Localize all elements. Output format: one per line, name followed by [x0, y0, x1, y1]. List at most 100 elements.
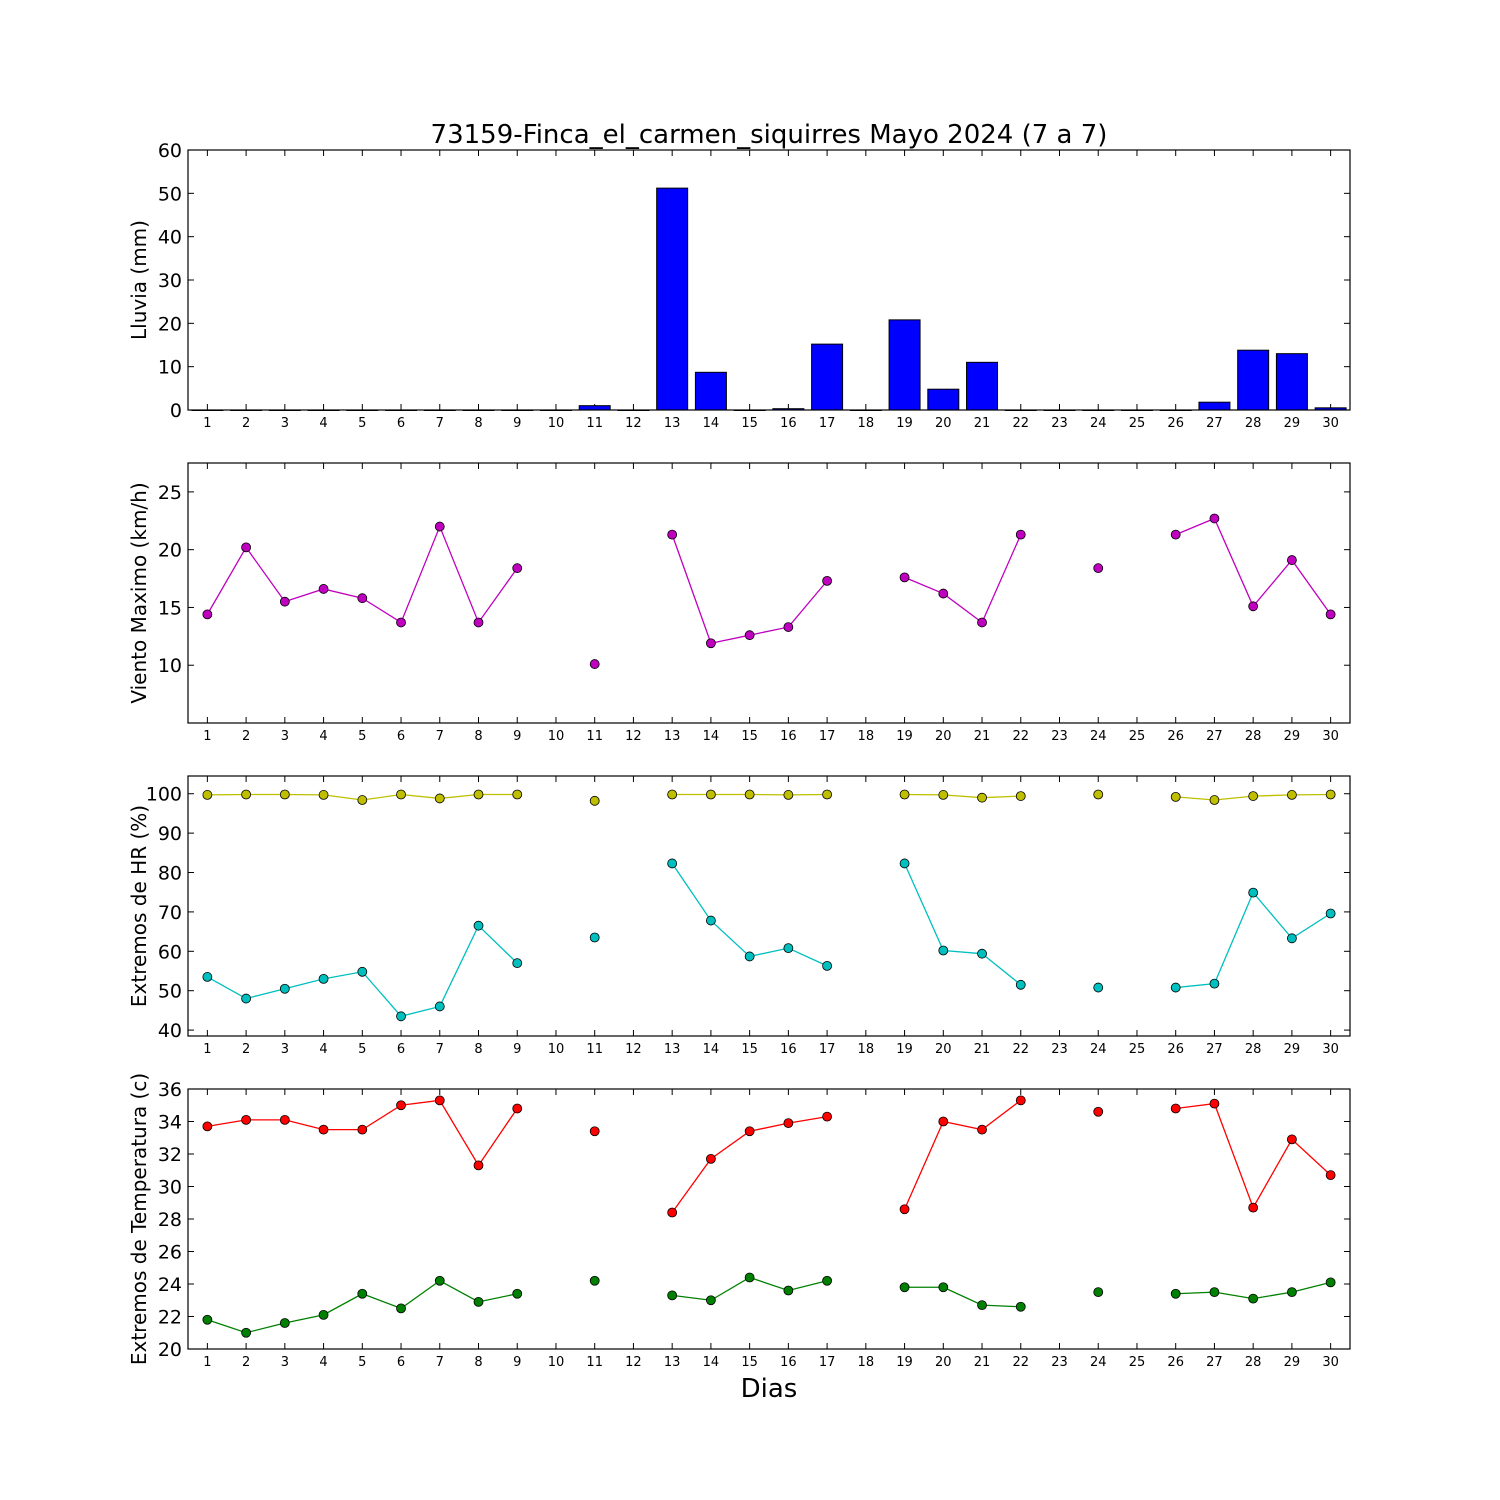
- ytick-label: 30: [158, 270, 182, 292]
- data-point-hr-0: [1093, 789, 1104, 800]
- xtick-label: 25: [1129, 729, 1146, 744]
- panel-frame: [187, 149, 1351, 411]
- xtick-label: 27: [1206, 1355, 1223, 1370]
- data-point-hr-0: [1287, 790, 1297, 800]
- data-point-temperatura-1: [706, 1295, 716, 1306]
- xtick-label: 23: [1051, 729, 1068, 744]
- data-point-hr-0: [396, 789, 406, 800]
- data-point-hr-0: [1325, 789, 1336, 800]
- data-point-viento-0: [744, 630, 755, 641]
- data-point-viento-0: [706, 638, 716, 649]
- ytick-label: 32: [158, 1144, 182, 1166]
- ytick-label: 20: [158, 1339, 182, 1361]
- xtick-label: 5: [358, 1042, 366, 1057]
- data-point-hr-1: [783, 943, 794, 954]
- data-point-hr-0: [1248, 791, 1259, 801]
- xtick-label: 20: [935, 1355, 952, 1370]
- data-point-hr-0: [473, 789, 484, 800]
- xtick-label: 5: [358, 1355, 366, 1370]
- bar-lluvia: [888, 319, 921, 411]
- series-line-temperatura-1: [904, 1286, 1021, 1308]
- xtick-label: 29: [1284, 729, 1301, 744]
- xtick-label: 16: [780, 1042, 797, 1057]
- data-point-viento-0: [512, 563, 523, 574]
- data-point-hr-0: [512, 789, 523, 800]
- xtick-label: 16: [780, 416, 797, 431]
- xtick-label: 22: [1012, 1042, 1029, 1057]
- data-point-viento-0: [938, 588, 949, 599]
- series-line-temperatura-1: [207, 1279, 518, 1334]
- data-point-hr-1: [318, 973, 329, 984]
- xtick-label: 21: [974, 1355, 991, 1370]
- xtick-label: 30: [1322, 1042, 1339, 1057]
- data-point-hr-1: [396, 1011, 406, 1022]
- data-point-hr-0: [434, 793, 445, 804]
- data-point-hr-1: [706, 915, 716, 926]
- data-point-temperatura-1: [1170, 1288, 1181, 1299]
- data-point-hr-0: [938, 790, 949, 800]
- data-point-viento-0: [434, 521, 445, 532]
- chart-title: 73159-Finca_el_carmen_siquirres Mayo 202…: [431, 120, 1108, 150]
- xtick-label: 17: [819, 729, 836, 744]
- xtick-label: 21: [974, 729, 991, 744]
- data-point-temperatura-1: [512, 1288, 523, 1299]
- xtick-label: 2: [242, 729, 250, 744]
- xtick-label: 25: [1129, 1355, 1146, 1370]
- data-point-viento-0: [279, 596, 290, 607]
- ytick-label: 80: [158, 863, 182, 885]
- data-point-temperatura-1: [938, 1282, 949, 1293]
- xtick-label: 23: [1051, 1355, 1068, 1370]
- xtick-label: 6: [397, 1355, 405, 1370]
- ytick-label: 50: [158, 981, 182, 1003]
- xtick-label: 4: [319, 1042, 327, 1057]
- data-point-viento-0: [357, 593, 368, 604]
- xtick-label: 15: [741, 729, 758, 744]
- xtick-label: 26: [1167, 416, 1184, 431]
- ytick-label: 36: [158, 1079, 182, 1101]
- xtick-label: 12: [625, 1042, 642, 1057]
- data-point-viento-0: [1209, 513, 1220, 524]
- xtick-label: 8: [474, 729, 482, 744]
- data-point-viento-0: [241, 542, 252, 553]
- data-point-hr-1: [667, 858, 678, 869]
- xtick-label: 2: [242, 1042, 250, 1057]
- ytick-label: 50: [158, 183, 182, 205]
- xtick-label: 13: [664, 416, 681, 431]
- data-point-hr-0: [357, 795, 368, 805]
- xtick-label: 6: [397, 416, 405, 431]
- data-point-temperatura-1: [279, 1318, 290, 1328]
- xtick-label: 15: [741, 1355, 758, 1370]
- data-point-temperatura-0: [1015, 1095, 1026, 1106]
- ytick-label: 90: [158, 823, 182, 845]
- data-point-hr-0: [977, 792, 987, 803]
- ytick-label: 60: [158, 140, 182, 162]
- data-point-temperatura-1: [202, 1314, 213, 1325]
- xtick-label: 9: [513, 416, 521, 431]
- xtick-label: 3: [281, 416, 289, 431]
- ytick-label: 20: [158, 540, 182, 562]
- data-point-temperatura-1: [1248, 1293, 1259, 1304]
- xtick-label: 16: [780, 729, 797, 744]
- data-point-temperatura-0: [744, 1126, 755, 1137]
- xtick-label: 16: [780, 1355, 797, 1370]
- xtick-label: 11: [586, 729, 603, 744]
- data-point-temperatura-1: [396, 1303, 406, 1314]
- xtick-label: 10: [548, 729, 565, 744]
- data-point-hr-0: [318, 790, 329, 800]
- xtick-label: 30: [1322, 1355, 1339, 1370]
- data-point-hr-0: [202, 790, 213, 800]
- xtick-label: 14: [703, 1042, 720, 1057]
- series-line-hr-1: [1175, 891, 1331, 989]
- xtick-label: 3: [281, 1042, 289, 1057]
- data-point-hr-1: [473, 920, 484, 931]
- panel-frame: [187, 775, 1351, 1037]
- data-point-temperatura-0: [202, 1121, 213, 1132]
- xtick-label: 20: [935, 729, 952, 744]
- ytick-label: 30: [158, 1177, 182, 1199]
- series-line-viento-0: [206, 524, 518, 624]
- xtick-label: 17: [819, 1042, 836, 1057]
- ytick-label: 100: [146, 784, 182, 806]
- xtick-label: 27: [1206, 416, 1223, 431]
- data-point-hr-0: [706, 789, 716, 800]
